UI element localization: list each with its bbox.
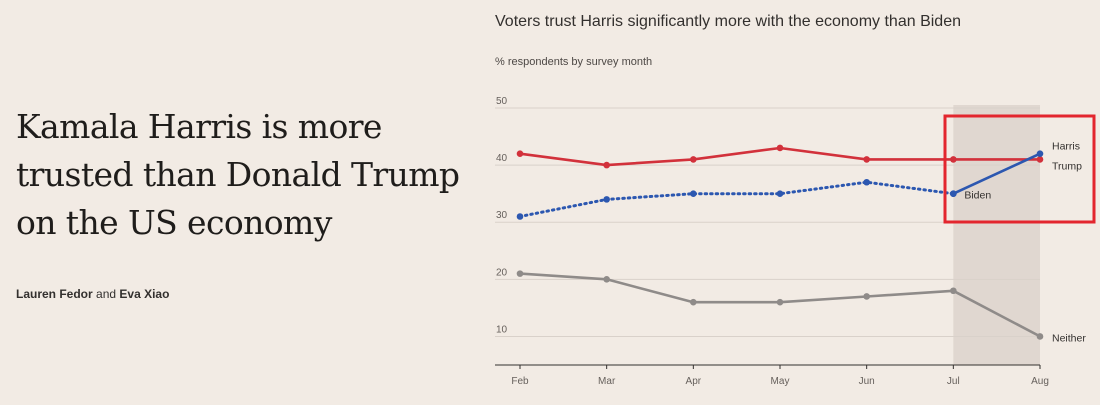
chart-subtitle: % respondents by survey month — [495, 56, 653, 68]
series-label-neither: Neither — [1052, 332, 1086, 344]
x-tick-label: Mar — [598, 376, 616, 387]
data-point-neither — [603, 276, 610, 283]
data-point-harris — [950, 190, 957, 197]
data-point-neither — [863, 293, 870, 300]
data-point-biden — [603, 196, 610, 203]
y-tick-label: 30 — [496, 210, 508, 221]
x-tick-label: Jul — [947, 376, 960, 387]
x-tick-label: May — [771, 376, 790, 387]
data-point-biden — [690, 190, 697, 197]
series-label-biden: Biden — [964, 190, 991, 202]
data-point-harris — [1036, 150, 1044, 157]
annotation-highlight-box — [943, 114, 1096, 224]
data-point-neither — [690, 298, 697, 306]
data-point-biden — [776, 190, 784, 197]
data-point-trump — [776, 144, 784, 152]
data-point-trump — [863, 156, 870, 163]
highlight-band — [953, 105, 1040, 365]
series-line-biden — [518, 180, 955, 218]
y-tick-label: 50 — [496, 96, 508, 107]
data-point-trump — [950, 156, 957, 163]
x-tick-label: Jun — [859, 376, 875, 387]
byline-joiner: and — [96, 287, 117, 301]
data-point-trump — [690, 156, 697, 163]
series-label-harris: Harris — [1052, 141, 1080, 153]
author-2: Eva Xiao — [119, 287, 170, 301]
y-tick-label: 20 — [496, 267, 508, 278]
x-tick-label: Apr — [686, 376, 702, 387]
data-point-neither — [516, 270, 524, 277]
data-point-neither — [776, 298, 784, 306]
byline: Lauren Fedor and Eva Xiao — [16, 287, 169, 301]
x-tick-label: Aug — [1031, 376, 1049, 387]
data-point-biden — [516, 213, 524, 220]
data-point-trump — [603, 161, 610, 169]
y-tick-label: 40 — [496, 153, 508, 164]
series-label-trump: Trump — [1052, 160, 1082, 172]
author-1: Lauren Fedor — [16, 287, 93, 301]
y-tick-label: 10 — [496, 324, 508, 335]
data-point-neither — [1036, 333, 1044, 340]
data-point-trump — [1036, 156, 1044, 163]
data-point-trump — [516, 150, 524, 157]
chart-title: Voters trust Harris significantly more w… — [495, 13, 961, 30]
data-point-neither — [950, 287, 957, 295]
series-line-harris — [952, 152, 1042, 195]
x-tick-label: Feb — [511, 376, 529, 387]
headline: Kamala Harris is more trusted than Donal… — [16, 107, 460, 242]
data-point-biden — [863, 178, 870, 186]
